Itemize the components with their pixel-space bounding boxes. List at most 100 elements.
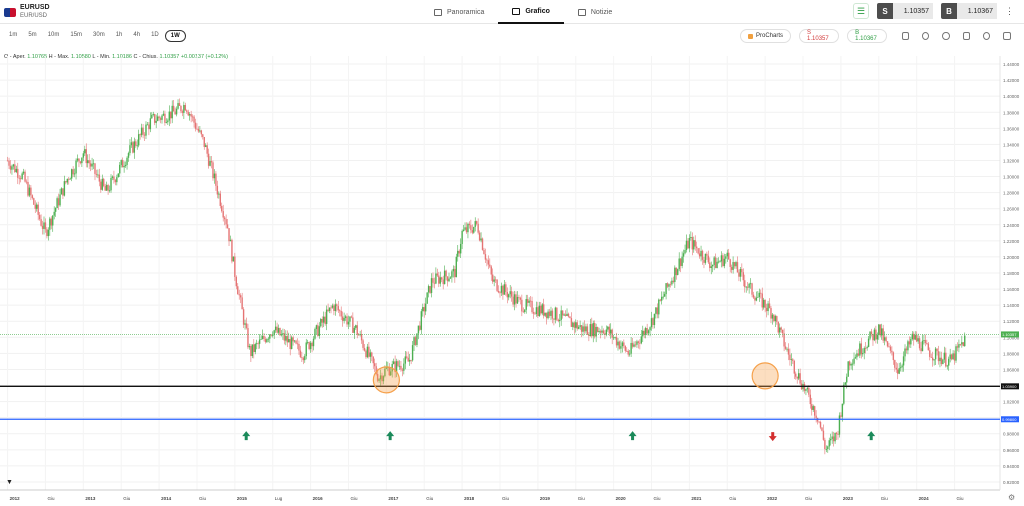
add-icon[interactable] [983,32,991,40]
candle-body [372,356,374,364]
candle-body [65,181,67,183]
more-options-icon[interactable]: ⋮ [1005,5,1014,16]
candle-body [663,294,666,297]
candle-body [256,343,258,345]
candle-body [878,324,880,335]
sell-pill-button[interactable]: S 1.10357 [799,29,840,43]
candle-body [615,337,618,346]
candle-body [888,346,890,348]
tab-chart[interactable]: Grafico [498,0,564,24]
candle-body [881,328,883,336]
candle-body [634,344,637,346]
candle-body [497,290,500,293]
candle-body [436,273,439,276]
chart-type-icon[interactable] [962,32,971,40]
candle-body [914,335,916,340]
candle-body [649,327,651,331]
candle-body [952,353,954,360]
candle-body [876,334,879,340]
watchlist-add-button[interactable]: ☰ [853,3,869,19]
candle-body [709,262,711,268]
candle-body [467,223,469,233]
sell-button[interactable]: S [877,3,893,19]
candle-body [959,344,962,345]
candle-body [690,237,692,238]
x-tick-label: Giu [805,496,813,501]
timeframe-1m[interactable]: 1m [9,32,18,38]
candle-body [340,310,342,317]
candle-body [646,328,648,334]
buy-pill-button[interactable]: B 1.10367 [847,29,888,43]
candle-body [573,322,576,328]
candle-body [867,338,870,347]
candle-body [14,164,16,173]
procharts-label: ProCharts [756,33,784,39]
candle-body [143,134,146,136]
candle-body [317,325,319,336]
buy-price[interactable]: 1.10367 [957,3,997,19]
settings-icon[interactable] [942,32,950,40]
candle-body [503,284,506,295]
timeframe-1d[interactable]: 1D [151,32,159,38]
candle-body [34,204,36,209]
candle-body [73,173,76,175]
instrument-name: EUR/USD [20,13,48,19]
candle-body [535,307,538,315]
candle-body [288,339,290,343]
chart-settings-gear-icon[interactable]: ⚙ [1008,493,1016,502]
timeframe-1h[interactable]: 1h [115,32,123,38]
candle-body [11,166,13,170]
y-tick-label: 1.12000 [1003,319,1020,324]
candle-body [544,312,546,316]
candle-body [674,267,676,282]
low-label: L - Min. [92,54,111,60]
candle-body [282,333,284,335]
candle-body [473,226,475,233]
candle-body [921,340,924,352]
candle-body [510,291,513,297]
y-tick-label: 1.20000 [1003,255,1020,260]
trade-panel: ☰ S 1.10357 B 1.10367 ⋮ [853,3,1014,19]
candle-body [499,292,501,294]
candle-body [336,304,338,307]
timeframe-5m[interactable]: 5m [28,32,37,38]
timeframe-1w[interactable]: 1W [164,30,186,42]
draw-icon[interactable] [901,32,910,40]
timeframe-15m[interactable]: 15m [70,32,83,38]
candle-body [519,297,522,300]
candle-body [156,116,159,121]
candle-body [746,286,749,288]
price-chart[interactable]: 1.44000 1.42000 1.40000 1.38000 1.36000 1.340… [0,56,1024,506]
timeframe-10m[interactable]: 10m [47,32,60,38]
candle-body [741,269,743,273]
candle-body [384,368,386,377]
timeframe-selector: 1m 5m 10m 15m 30m 1h 4h 1D 1W [4,30,187,42]
candle-body [502,285,504,295]
tab-news[interactable]: Notizie [564,0,626,24]
timeframe-30m[interactable]: 30m [93,32,105,38]
candle-body [18,177,20,179]
candle-body [183,104,185,113]
candle-body [915,335,918,342]
candle-body [532,312,535,314]
procharts-button[interactable]: ProCharts [740,29,792,43]
x-tick-label: 2015 [237,496,248,501]
buy-button[interactable]: B [941,3,957,19]
candle-body [390,371,392,376]
candle-body [231,239,233,262]
instrument-header[interactable]: EURUSD EUR/USD [4,4,50,20]
y-tick-label: 1.30000 [1003,175,1020,180]
candle-body [89,163,92,167]
timeframe-4h[interactable]: 4h [133,32,141,38]
candle-body [232,256,235,262]
sell-price[interactable]: 1.10357 [893,3,933,19]
candle-body [714,257,717,269]
candle-body [205,145,207,147]
candle-body [12,164,15,167]
candle-body [88,160,90,164]
share-icon[interactable] [1003,32,1011,40]
indicators-icon[interactable] [922,32,930,40]
candle-body [274,326,277,331]
tab-overview[interactable]: Panoramica [420,0,498,24]
candle-body [263,335,265,339]
